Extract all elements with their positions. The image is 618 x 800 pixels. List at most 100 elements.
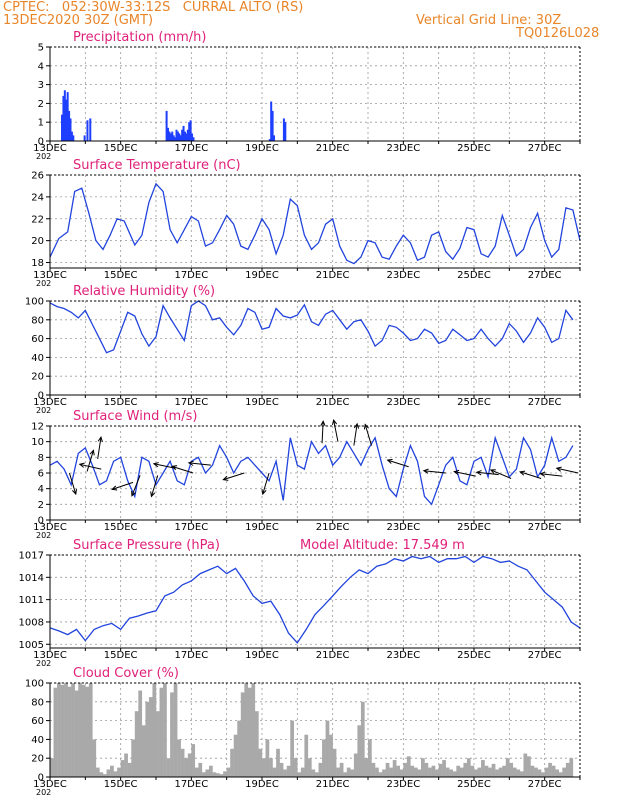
cloud-cover-bar [120,760,125,777]
cloud-cover-bar [177,739,181,777]
precip-bar [182,125,185,141]
temperature-panel: 18 20 22 24 26 13DEC 15DEC 17DEC 19DEC 21DEC 23DEC… [31,158,581,288]
cloud-cover-bar [240,692,245,777]
y-tick-label: 1011 [19,595,44,606]
x-tick-label: 27DEC [528,650,562,661]
wind-arrow-shaft [171,465,194,474]
x-tick-label: 13DEC [33,522,67,533]
precip-bar [168,131,171,141]
cloud-cover-bar [512,767,517,777]
x-tick-label: 17DEC [174,779,208,790]
precip-bar [178,133,181,141]
cloud-cover-bar [332,748,337,777]
x-tick-label: 17DEC [174,650,208,661]
precip-bar [270,101,273,141]
header-date: 13DEC2020 30Z (GMT) [3,13,154,28]
wind-arrow-head [539,471,546,477]
cloud-cover-bar [131,739,135,777]
x-tick-label: 15DEC [104,779,138,790]
y-tick-label: 0 [38,773,44,784]
x-tick-label: 23DEC [386,650,420,661]
wind-arrow-shaft [353,423,358,446]
cloud-cover-bar [233,734,238,777]
cloud-cover-bar [357,725,362,777]
cloud-cover-bar [74,690,79,777]
cloud-cover-bar [495,769,499,777]
y-tick-label: 20 [31,236,44,247]
y-tick-label: 20 [31,754,44,765]
cloud-cover-bar [286,765,291,777]
cloud-cover-bar [92,739,97,777]
y-tick-label: 12 [31,422,44,433]
precip-bar [175,129,178,141]
x-tick-label: 23DEC [386,397,420,408]
y-tick-label: 20 [31,372,44,383]
y-tick-label: 0 [38,516,44,527]
cloud-cover-bar [470,765,475,777]
y-tick-label: 60 [31,334,44,345]
wind-arrow-head [353,422,360,429]
cloud-cover-bar [421,758,425,777]
cloud-cover-bar [519,771,524,777]
humidity-panel: 0 20 40 60 80 100 13DEC 15DEC 17DEC 19DEC 21DEC 23D… [25,284,581,415]
cloud-cover-bar [156,711,160,777]
precip-bar [179,135,182,141]
cloud-cover-bar [191,744,196,777]
cloud-cover-bar [81,684,86,777]
wind-arrow-shaft [86,450,94,472]
cloud-cover-bar [368,739,372,777]
header-grid-note: Vertical Grid Line: 30Z [416,13,562,28]
wind-arrow-shaft [97,437,102,459]
wind-arrow-head [72,489,78,496]
pressure-line [49,555,581,644]
precip-bar [66,92,69,141]
pressure-panel: 1005 1008 1011 1014 1017 13DEC 15DEC 17DEC 19DEC… [19,538,581,668]
precip-bar [284,122,287,141]
cloud-cover-bar [258,748,263,777]
cloud-cover-bar [325,720,330,777]
year-label: 202 [36,659,51,668]
cloud-cover-bar [71,683,75,777]
cloud-cover-bar [159,687,164,777]
wind-arrow-head [261,489,267,496]
wind-arrow-shaft [364,424,373,446]
precip-bar [72,135,75,141]
wind-arrow-head [222,475,229,481]
cloud-cover-bar [516,769,521,777]
model-altitude-label: Model Altitude: 17.549 m [300,538,465,553]
cloud-cover-bar [187,753,192,777]
wind-arrow-shaft [150,475,159,497]
header-code: TQ0126L028 [516,26,600,41]
cloud-cover-bar [322,739,326,777]
year-label: 202 [36,788,51,797]
cloud-cover-bar [138,690,143,777]
cloud-cover-bar [336,767,340,777]
cloud-cover-bar [173,683,178,777]
x-tick-label: 17DEC [174,270,208,281]
y-tick-label: 100 [25,679,44,690]
y-tick-label: 100 [25,297,44,308]
cloud-cover-bar [307,758,312,777]
x-tick-label: 19DEC [245,522,279,533]
precip-bar [89,118,92,141]
x-tick-label: 19DEC [245,779,279,790]
wind-arrow-head [489,469,496,475]
y-tick-label: 22 [31,214,44,225]
cloud-cover-bar [276,748,280,777]
cloud-cover-bar [565,762,570,777]
cloud-cover-bar [463,762,468,777]
y-tick-label: 80 [31,315,44,326]
wind-arrow-shaft [520,471,542,479]
cloud-cover-bar [244,683,249,777]
cloud-cover-bar [544,767,549,777]
precip-bar [191,133,194,141]
wind-arrow-head [475,470,482,476]
year-label: 202 [36,531,51,540]
cloud-cover-bar [64,683,68,777]
y-tick-label: 40 [31,735,44,746]
cloud-cover-bar [53,687,58,777]
y-tick-label: 1 [38,118,44,129]
cloud-cover-bar [205,769,210,777]
x-tick-label: 21DEC [316,650,350,661]
cloud-cover-bar [201,772,206,777]
